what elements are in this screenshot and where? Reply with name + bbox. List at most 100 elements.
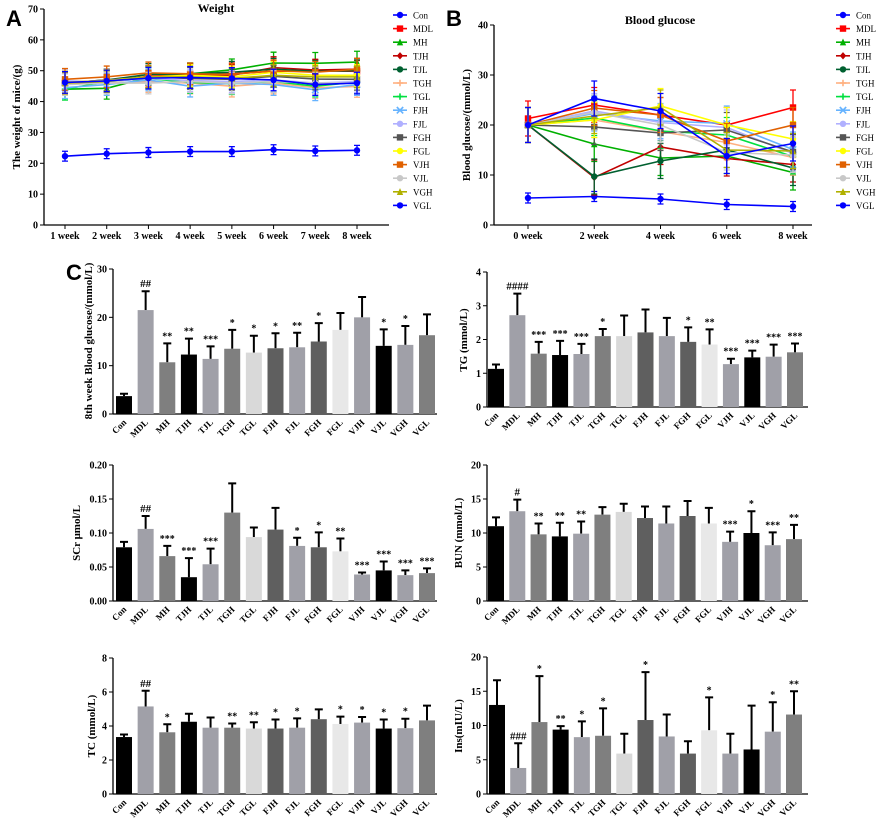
data-point <box>353 79 361 87</box>
bar <box>332 723 349 794</box>
error-bar <box>141 689 150 707</box>
significance-label: * <box>537 664 542 675</box>
x-tick-label: FGL <box>325 417 345 437</box>
bar-group-FJL: ** FJL <box>283 321 306 436</box>
y-tick-label: 70 <box>28 5 38 16</box>
legend-marker <box>839 38 847 46</box>
legend-marker <box>396 202 404 209</box>
error-bar <box>228 482 237 513</box>
significance-label: *** <box>531 330 546 341</box>
x-tick-label: FJH <box>631 410 650 429</box>
bar-group-VJL: * VJL <box>369 708 392 816</box>
error-bar <box>401 325 410 345</box>
x-tick-label: TGH <box>586 410 607 431</box>
legend-item-FJH: FJH <box>393 106 429 116</box>
legend-item-TGH: TGH <box>393 79 432 89</box>
y-axis-label: TC (mmol/L) <box>86 694 98 757</box>
bar <box>375 728 392 794</box>
legend-label: TJL <box>856 65 871 75</box>
data-point <box>723 152 730 160</box>
legend-item-VJL: VJL <box>836 174 872 184</box>
error-bar <box>228 328 237 349</box>
bar <box>289 727 306 794</box>
bar-group-TGL: * TGL <box>238 324 262 438</box>
bar <box>159 732 176 794</box>
x-tick-label: VJL <box>369 797 388 816</box>
bar-group-TGH: * TGH <box>586 696 612 819</box>
bar <box>354 317 371 414</box>
x-tick-label: VJL <box>737 604 756 623</box>
bar-group-TJL: ** TJL <box>567 509 590 623</box>
bar <box>658 336 675 407</box>
x-tick-label: FGL <box>693 604 713 624</box>
bar <box>551 536 568 601</box>
x-tick-label: 2 week <box>92 231 122 242</box>
significance-label: *** <box>723 520 738 531</box>
bar-group-VGL: ** VGL <box>778 513 802 625</box>
error-bar <box>790 690 798 715</box>
legend-marker <box>839 25 847 32</box>
bar-group-VJL: *** VJL <box>369 550 392 623</box>
significance-label: *** <box>160 534 175 545</box>
bar-group-FGL: * FGL <box>693 685 718 818</box>
y-tick-label: 2 <box>476 335 481 346</box>
y-tick-label: 10 <box>28 190 38 201</box>
data-point <box>61 79 69 86</box>
bar-group-VJH: *** VJH <box>347 560 371 624</box>
chart-ins: 05101520Ins(mIU/L)Con###MDL*MH**TJH*TJL*… <box>453 653 808 819</box>
bar <box>595 735 612 794</box>
significance-label: * <box>273 321 278 332</box>
legend-item-Con: Con <box>393 11 429 21</box>
bar-group-VGH: * VGH <box>388 314 414 439</box>
bar <box>573 354 590 407</box>
error-bar <box>141 290 150 311</box>
bar-group-MH: * MH <box>154 712 176 815</box>
bar <box>224 727 241 794</box>
x-tick-label: MDL <box>128 797 150 819</box>
data-point <box>103 150 110 157</box>
y-tick-label: 0.10 <box>90 529 108 540</box>
significance-label: * <box>770 690 775 701</box>
error-bar <box>163 342 172 363</box>
y-tick-label: 0.05 <box>90 563 108 574</box>
bar-group-MH: * MH <box>526 664 548 815</box>
legend-marker <box>839 106 847 114</box>
y-tick-label: 20 <box>471 653 481 664</box>
y-axis-label: SCr μmol/L <box>71 505 83 561</box>
x-tick-label: TGL <box>608 604 629 625</box>
error-bar <box>120 733 128 738</box>
x-tick-label: FJH <box>631 797 650 816</box>
legend-marker <box>839 175 847 182</box>
y-tick-label: 60 <box>28 35 38 46</box>
x-tick-label: VJL <box>738 410 757 429</box>
x-tick-label: VJH <box>347 417 367 437</box>
legend-item-TJL: TJL <box>836 65 871 75</box>
y-tick-label: 5 <box>476 755 481 766</box>
legend-label: VGH <box>856 187 876 197</box>
significance-label: ### <box>510 730 527 742</box>
bar <box>616 336 633 407</box>
significance-label: *** <box>203 334 218 345</box>
bar <box>202 564 219 601</box>
x-tick-label: TJH <box>174 417 193 436</box>
y-tick-label: 3 <box>476 301 481 312</box>
bar-group-VJH: *** VJH <box>715 520 739 624</box>
bar <box>245 352 262 414</box>
x-tick-label: VGL <box>778 797 799 818</box>
error-bar <box>314 531 323 548</box>
error-bar <box>704 506 713 524</box>
x-tick-label: FJL <box>652 604 670 622</box>
error-bar <box>358 571 367 575</box>
error-bar <box>423 567 431 574</box>
legend-marker <box>396 120 404 128</box>
error-bar <box>163 723 172 733</box>
y-tick-label: 0 <box>476 403 481 414</box>
legend-marker <box>839 11 847 19</box>
legend-label: Con <box>413 11 429 21</box>
significance-label: * <box>360 705 365 716</box>
series-Con <box>524 190 797 213</box>
bar-group-TGL: TGL <box>608 732 633 818</box>
error-bar <box>535 675 544 723</box>
error-bar <box>163 544 172 557</box>
